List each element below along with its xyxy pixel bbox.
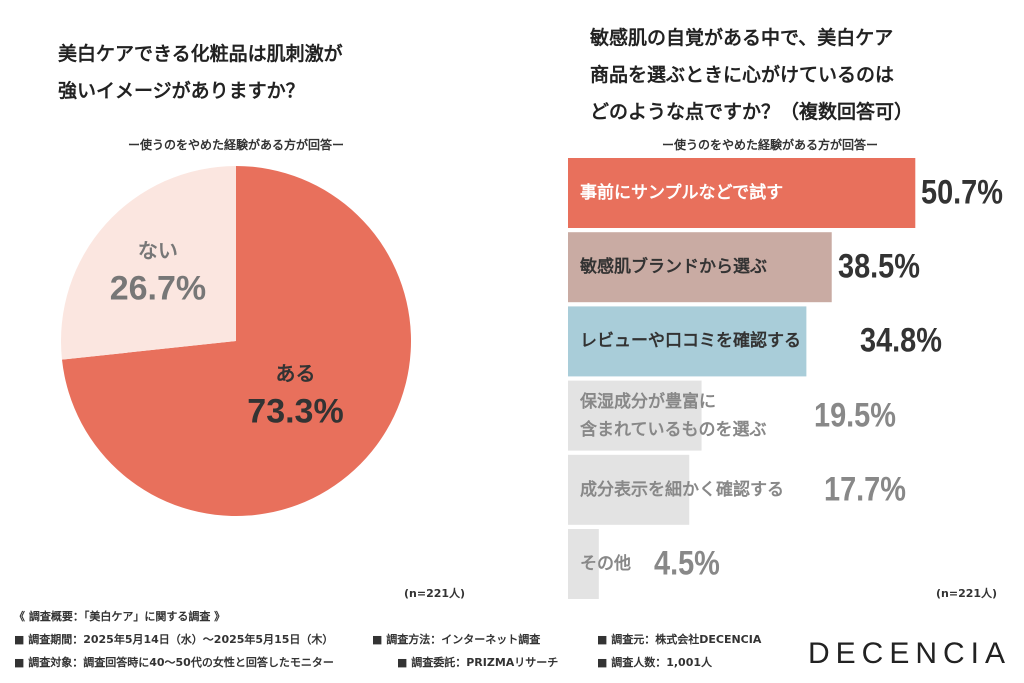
footer-item: ■ 調査人数：1,001人 <box>597 656 713 669</box>
bar <box>568 529 599 599</box>
pie-value-label: 73.3% <box>247 392 344 431</box>
bar-value-label: 34.8% <box>860 321 942 360</box>
bar <box>568 232 832 303</box>
pie-note: (n=221人) <box>404 587 466 600</box>
pie-slice <box>61 166 236 360</box>
bar-category-label: 成分表示を細かく確認する <box>580 479 784 500</box>
bar <box>568 306 807 377</box>
footer-item: ■ 調査元：株式会社DECENCIA <box>597 633 762 646</box>
pie-subtitle: ー使うのをやめた経験がある方が回答ー <box>127 138 345 152</box>
bar-value-label: 19.5% <box>814 396 896 435</box>
pie-slice <box>61 166 411 516</box>
pie-value-label: 26.7% <box>109 269 207 308</box>
bar-subtitle: ー使うのをやめた経験がある方が回答ー <box>661 138 879 152</box>
bar-value-label: 50.7% <box>921 173 1004 212</box>
bar-value-label: 4.5% <box>654 544 720 583</box>
footer-heading: 《 調査概要：「美白ケア」に関する調査 》 <box>14 610 226 623</box>
footer-item: ■ 調査方法：インターネット調査 <box>372 633 541 646</box>
bar-value-label: 17.7% <box>824 470 906 509</box>
bar-category-label: 事前にサンプルなどで試す <box>580 183 784 203</box>
pie-category-label: ない <box>137 238 178 263</box>
footer-item: ■ 調査期間：2025年5月14日（水）〜2025年5月15日（木） <box>14 633 334 646</box>
bar <box>568 158 916 228</box>
bar-category-label: その他 <box>580 554 631 574</box>
bar-category-label: 保湿成分が豊富に 含まれているものを選ぶ <box>580 391 767 440</box>
footer-item: ■ 調査対象：調査回答時に40〜50代の女性と回答したモニター <box>14 656 334 669</box>
bar-note: (n=221人) <box>936 587 998 600</box>
bar-title: 敏感肌の自覚がある中で、美白ケア 商品を選ぶときに心がけているのは どのような点… <box>590 27 914 123</box>
bar-category-label: 敏感肌ブランドから選ぶ <box>580 257 767 278</box>
bar <box>568 380 702 451</box>
footer-item: ■ 調査委託：PRIZMAリサーチ <box>397 656 559 669</box>
bar <box>568 454 690 525</box>
bar-value-label: 38.5% <box>837 247 920 286</box>
pie-category-label: ある <box>275 361 316 386</box>
logo: DECENCIA <box>808 637 1012 670</box>
pie-title: 美白ケアできる化粧品は肌刺激が 強いイメージがありますか？ <box>58 43 343 102</box>
bar-category-label: レビューや口コミを確認する <box>580 331 801 352</box>
